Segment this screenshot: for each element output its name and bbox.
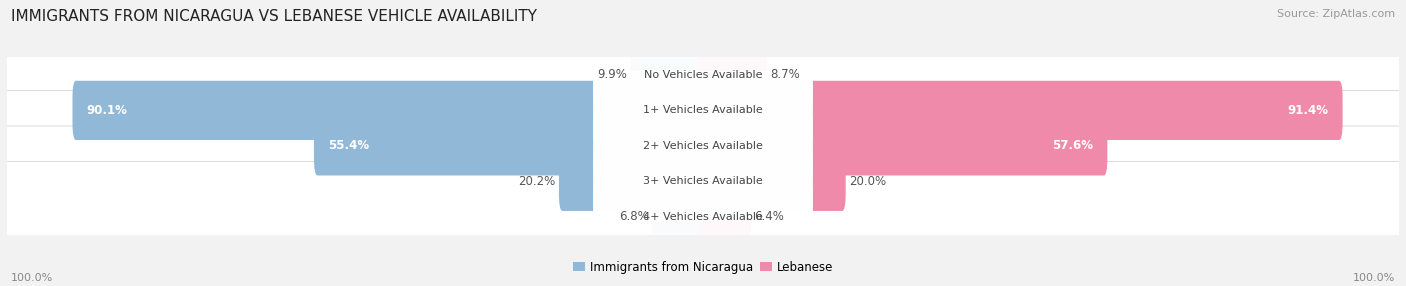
Text: 1+ Vehicles Available: 1+ Vehicles Available bbox=[643, 106, 763, 115]
FancyBboxPatch shape bbox=[0, 91, 1406, 201]
FancyBboxPatch shape bbox=[560, 152, 706, 211]
FancyBboxPatch shape bbox=[593, 177, 813, 256]
FancyBboxPatch shape bbox=[593, 35, 813, 114]
FancyBboxPatch shape bbox=[700, 152, 845, 211]
Text: 3+ Vehicles Available: 3+ Vehicles Available bbox=[643, 176, 763, 186]
Text: 55.4%: 55.4% bbox=[328, 139, 368, 152]
Text: IMMIGRANTS FROM NICARAGUA VS LEBANESE VEHICLE AVAILABILITY: IMMIGRANTS FROM NICARAGUA VS LEBANESE VE… bbox=[11, 9, 537, 23]
Text: 4+ Vehicles Available: 4+ Vehicles Available bbox=[643, 212, 763, 222]
FancyBboxPatch shape bbox=[700, 187, 751, 247]
FancyBboxPatch shape bbox=[593, 142, 813, 221]
Text: Source: ZipAtlas.com: Source: ZipAtlas.com bbox=[1277, 9, 1395, 19]
FancyBboxPatch shape bbox=[631, 45, 706, 105]
Text: 100.0%: 100.0% bbox=[1353, 273, 1395, 283]
Text: 6.8%: 6.8% bbox=[619, 210, 648, 223]
FancyBboxPatch shape bbox=[0, 162, 1406, 272]
FancyBboxPatch shape bbox=[314, 116, 706, 176]
FancyBboxPatch shape bbox=[73, 81, 706, 140]
Text: 2+ Vehicles Available: 2+ Vehicles Available bbox=[643, 141, 763, 151]
Text: 20.2%: 20.2% bbox=[519, 175, 555, 188]
Text: 6.4%: 6.4% bbox=[755, 210, 785, 223]
Text: 100.0%: 100.0% bbox=[11, 273, 53, 283]
FancyBboxPatch shape bbox=[700, 81, 1343, 140]
Text: 57.6%: 57.6% bbox=[1053, 139, 1094, 152]
FancyBboxPatch shape bbox=[0, 126, 1406, 237]
Text: 90.1%: 90.1% bbox=[86, 104, 128, 117]
Legend: Immigrants from Nicaragua, Lebanese: Immigrants from Nicaragua, Lebanese bbox=[568, 256, 838, 278]
FancyBboxPatch shape bbox=[700, 116, 1108, 176]
FancyBboxPatch shape bbox=[652, 187, 706, 247]
FancyBboxPatch shape bbox=[0, 20, 1406, 130]
FancyBboxPatch shape bbox=[700, 45, 768, 105]
FancyBboxPatch shape bbox=[593, 71, 813, 150]
FancyBboxPatch shape bbox=[0, 55, 1406, 166]
Text: 9.9%: 9.9% bbox=[598, 68, 627, 82]
Text: 91.4%: 91.4% bbox=[1288, 104, 1329, 117]
Text: No Vehicles Available: No Vehicles Available bbox=[644, 70, 762, 80]
Text: 20.0%: 20.0% bbox=[849, 175, 886, 188]
FancyBboxPatch shape bbox=[593, 106, 813, 185]
Text: 8.7%: 8.7% bbox=[770, 68, 800, 82]
